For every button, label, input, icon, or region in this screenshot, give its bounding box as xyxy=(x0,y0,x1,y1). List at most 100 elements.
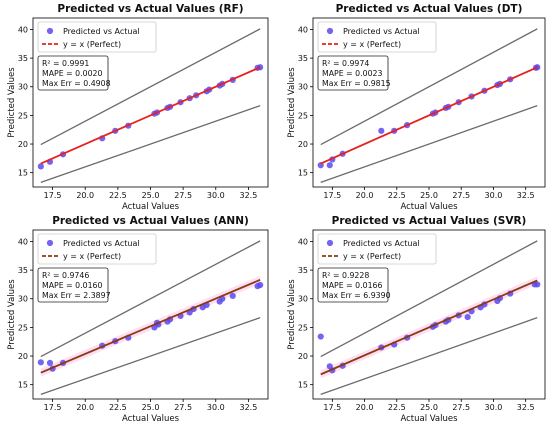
y-tick-label-3: 25 xyxy=(298,323,308,332)
x-tick-label-2: 20.0 xyxy=(76,403,94,412)
legend-label-fit: y = x (Perfect) xyxy=(343,252,401,261)
x-tick-label-7: 32.5 xyxy=(517,191,535,200)
chart-title: Predicted vs Actual Values (ANN) xyxy=(52,215,249,227)
legend-box xyxy=(37,233,157,265)
x-tick-label-2: 20.0 xyxy=(356,191,374,200)
y-tick-label-4: 30 xyxy=(18,295,28,304)
bound-line-2 xyxy=(320,105,538,184)
data-point-21 xyxy=(534,281,541,288)
legend: Predicted vs Actual y = x (Perfect) xyxy=(317,21,437,53)
x-tick-label-5: 27.5 xyxy=(174,191,192,200)
y-tick-label-3: 25 xyxy=(18,111,28,120)
x-tick-label-6: 30.0 xyxy=(485,403,503,412)
y-tick-label-2: 20 xyxy=(298,140,308,149)
chart-title: Predicted vs Actual Values (RF) xyxy=(57,3,243,15)
y-tick-label-3: 25 xyxy=(298,111,308,120)
metric-line-1: R² = 0.9974 xyxy=(322,59,369,68)
metric-line-3: Max Err = 2.3897 xyxy=(42,291,111,300)
x-tick-label-1: 17.5 xyxy=(44,191,62,200)
x-tick-label-6: 30.0 xyxy=(207,191,225,200)
y-tick-label-1: 15 xyxy=(18,381,28,390)
bound-line-2 xyxy=(320,317,538,396)
legend-label-points: Predicted vs Actual xyxy=(63,27,140,36)
y-tick-label-5: 35 xyxy=(298,54,308,63)
bound-line-1 xyxy=(40,28,261,146)
y-tick-label-2: 20 xyxy=(18,140,28,149)
legend: Predicted vs Actual y = x (Perfect) xyxy=(317,233,437,265)
x-tick-label-3: 22.5 xyxy=(109,191,127,200)
data-point-5 xyxy=(378,127,385,134)
y-tick-label-6: 40 xyxy=(298,25,308,34)
y-tick-label-5: 35 xyxy=(18,266,28,275)
metrics-frame xyxy=(37,55,109,91)
metrics-frame xyxy=(37,267,109,303)
y-axis-label: Predicted Values xyxy=(287,67,297,138)
metric-line-2: MAPE = 0.0020 xyxy=(42,69,102,78)
y-axis-label: Predicted Values xyxy=(7,279,17,350)
y-axis-label: Predicted Values xyxy=(287,279,297,350)
y-tick-label-5: 35 xyxy=(18,54,28,63)
legend-marker-points xyxy=(46,27,54,35)
fit-line xyxy=(320,279,538,376)
legend: Predicted vs Actual y = x (Perfect) xyxy=(37,233,157,265)
x-tick-label-1: 17.5 xyxy=(44,403,62,412)
bound-line-1 xyxy=(320,240,538,358)
data-point-2 xyxy=(46,359,54,367)
legend-marker-points xyxy=(46,239,54,247)
data-point-22 xyxy=(257,281,264,289)
legend-marker-points xyxy=(326,239,334,247)
x-tick-label-2: 20.0 xyxy=(356,403,374,412)
bound-line-2 xyxy=(40,105,261,184)
x-tick-label-7: 32.5 xyxy=(240,191,258,200)
y-tick-label-3: 25 xyxy=(18,323,28,332)
y-tick-label-6: 40 xyxy=(298,237,308,246)
data-point-1 xyxy=(37,359,44,366)
chart-panel-4: Predicted vs Actual Values (SVR) 17.5 20.0… xyxy=(287,215,546,424)
x-axis-label: Actual Values xyxy=(400,202,458,212)
y-tick-label-5: 35 xyxy=(298,266,308,275)
y-tick-label-4: 30 xyxy=(298,83,308,92)
legend-label-points: Predicted vs Actual xyxy=(343,27,420,36)
data-point-2 xyxy=(326,162,333,169)
x-axis-label: Actual Values xyxy=(122,202,180,212)
x-tick-label-5: 27.5 xyxy=(452,403,470,412)
metric-line-2: MAPE = 0.0166 xyxy=(322,281,382,290)
fit-line xyxy=(40,279,261,374)
chart-panel-2: Predicted vs Actual Values (DT) 17.5 20.0 2… xyxy=(287,3,546,212)
y-tick-label-4: 30 xyxy=(298,295,308,304)
chart-title: Predicted vs Actual Values (SVR) xyxy=(332,215,527,227)
legend-label-fit: y = x (Perfect) xyxy=(343,40,401,49)
chart-panel-3: Predicted vs Actual Values (ANN) 17.5 20.0… xyxy=(7,215,269,424)
metric-line-2: MAPE = 0.0160 xyxy=(42,281,102,290)
metrics-frame xyxy=(317,55,389,91)
bound-line-1 xyxy=(320,28,538,146)
x-tick-label-5: 27.5 xyxy=(452,191,470,200)
y-tick-label-4: 30 xyxy=(18,83,28,92)
metric-line-1: R² = 0.9228 xyxy=(322,271,369,280)
y-tick-label-2: 20 xyxy=(18,352,28,361)
legend-label-fit: y = x (Perfect) xyxy=(63,252,121,261)
data-point-1 xyxy=(317,333,324,340)
fit-line xyxy=(40,66,261,165)
x-tick-label-7: 32.5 xyxy=(240,403,258,412)
metric-line-2: MAPE = 0.0023 xyxy=(322,69,382,78)
bound-line-2 xyxy=(40,317,261,396)
legend: Predicted vs Actual y = x (Perfect) xyxy=(37,21,157,53)
x-tick-label-6: 30.0 xyxy=(207,403,225,412)
y-tick-label-2: 20 xyxy=(298,352,308,361)
chart-title: Predicted vs Actual Values (DT) xyxy=(336,3,523,15)
x-tick-label-4: 25.0 xyxy=(420,191,438,200)
legend-label-fit: y = x (Perfect) xyxy=(63,40,121,49)
y-tick-label-1: 15 xyxy=(298,381,308,390)
legend-box xyxy=(317,21,437,53)
metric-line-1: R² = 0.9991 xyxy=(42,59,89,68)
x-tick-label-4: 25.0 xyxy=(420,403,438,412)
legend-box xyxy=(317,233,437,265)
metric-line-3: Max Err = 0.4908 xyxy=(42,79,111,88)
metric-line-3: Max Err = 0.9815 xyxy=(322,79,391,88)
data-point-1 xyxy=(37,163,44,170)
x-tick-label-3: 22.5 xyxy=(388,403,406,412)
